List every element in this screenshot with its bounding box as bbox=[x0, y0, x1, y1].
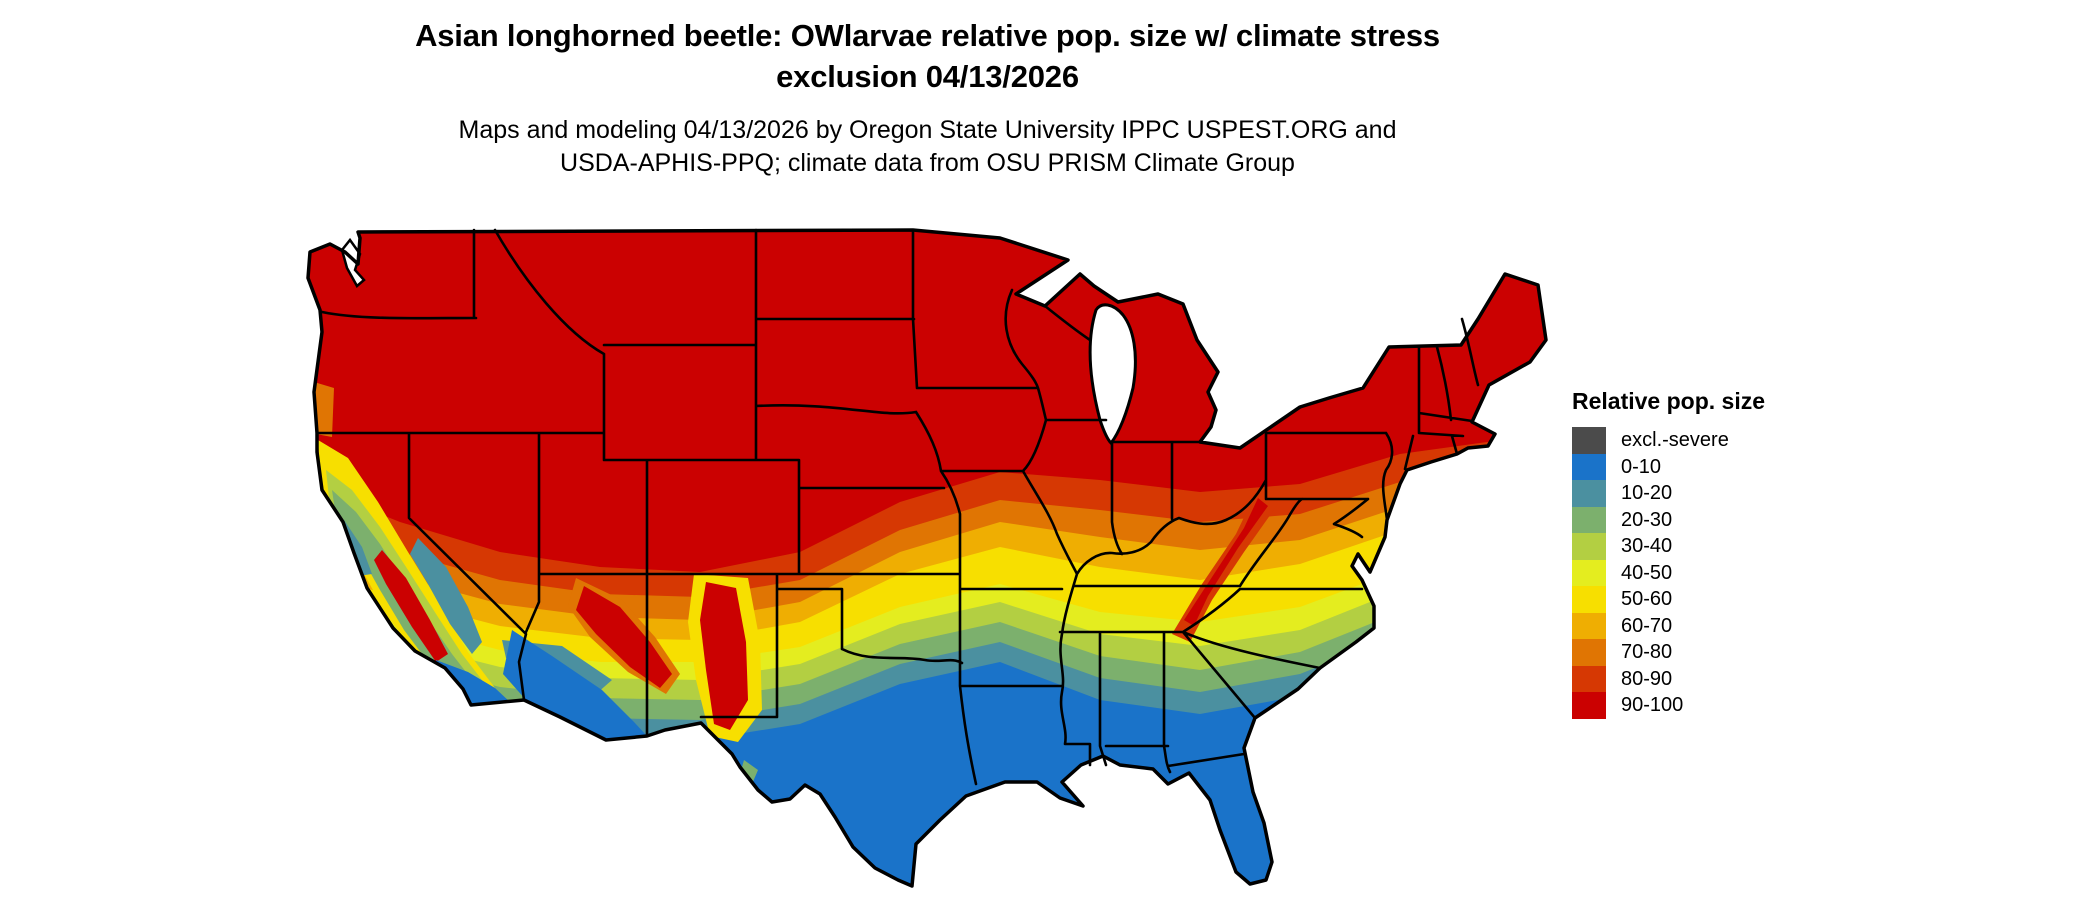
legend-swatch-20-30 bbox=[1572, 506, 1606, 533]
legend-row-excl-severe: excl.-severe bbox=[1572, 427, 1872, 454]
map-subtitle: Maps and modeling 04/13/2026 by Oregon S… bbox=[458, 115, 1397, 177]
us-map bbox=[306, 228, 1548, 888]
region-appalachian-red-core bbox=[1184, 498, 1268, 626]
legend-row-90-100: 90-100 bbox=[1572, 692, 1872, 719]
legend-swatch-40-50 bbox=[1572, 559, 1606, 586]
legend-label-70-80: 70-80 bbox=[1621, 641, 1673, 663]
legend-swatch-70-80 bbox=[1572, 639, 1606, 666]
region-davis-mountains-green bbox=[740, 760, 758, 784]
region-oregon-coast-strip bbox=[314, 382, 334, 437]
state-borders bbox=[315, 228, 1480, 786]
lake-michigan bbox=[1088, 303, 1137, 446]
legend-label-10-20: 10-20 bbox=[1621, 482, 1673, 504]
legend-swatch-90-100 bbox=[1572, 692, 1606, 719]
legend-entries: excl.-severe 0-10 10-20 20-30 30-40 40-50 50-6… bbox=[1572, 427, 1872, 719]
us-map-container bbox=[300, 222, 1560, 892]
legend-swatch-30-40 bbox=[1572, 533, 1606, 560]
legend-swatch-10-20 bbox=[1572, 480, 1606, 507]
legend-label-60-70: 60-70 bbox=[1621, 614, 1673, 637]
legend-row-30-40: 30-40 bbox=[1572, 533, 1872, 560]
legend-swatch-excl-severe bbox=[1572, 427, 1606, 454]
region-coast-range-teal bbox=[344, 520, 372, 576]
legend-row-0-10: 0-10 bbox=[1572, 453, 1872, 480]
legend-label-excl-severe: excl.-severe bbox=[1621, 429, 1729, 451]
legend-label-90-100: 90-100 bbox=[1621, 694, 1684, 716]
region-newmexico-red-spine bbox=[700, 582, 748, 730]
legend-row-70-80: 70-80 bbox=[1572, 639, 1872, 666]
legend-row-40-50: 40-50 bbox=[1572, 559, 1872, 586]
legend-swatch-80-90 bbox=[1572, 665, 1606, 692]
region-sierra-teal bbox=[410, 538, 482, 654]
legend-row-50-60: 50-60 bbox=[1572, 586, 1872, 613]
legend-swatch-60-70 bbox=[1572, 612, 1606, 639]
legend-row-10-20: 10-20 bbox=[1572, 480, 1872, 507]
legend-label-20-30: 20-30 bbox=[1621, 508, 1673, 531]
legend-swatch-50-60 bbox=[1572, 586, 1606, 613]
legend-label-80-90: 80-90 bbox=[1621, 667, 1673, 690]
legend-label-50-60: 50-60 bbox=[1621, 588, 1673, 610]
legend-label-40-50: 40-50 bbox=[1621, 561, 1673, 584]
legend-title: Relative pop. size bbox=[1572, 388, 1766, 414]
region-central-valley-red bbox=[374, 550, 448, 662]
header: Asian longhorned beetle: OWlarvae relati… bbox=[300, 16, 1555, 180]
legend-label-0-10: 0-10 bbox=[1621, 455, 1662, 478]
us-outline bbox=[306, 228, 1548, 888]
map-title: Asian longhorned beetle: OWlarvae relati… bbox=[415, 18, 1440, 94]
region-southwest-desert-blue bbox=[503, 630, 647, 740]
legend: Relative pop. size excl.-severe 0-10 10-20… bbox=[1572, 388, 1872, 719]
legend-row-20-30: 20-30 bbox=[1572, 506, 1872, 533]
legend-swatch-0-10 bbox=[1572, 453, 1606, 480]
legend-row-60-70: 60-70 bbox=[1572, 612, 1872, 639]
legend-label-30-40: 30-40 bbox=[1621, 535, 1673, 557]
legend-row-80-90: 80-90 bbox=[1572, 665, 1872, 692]
map-fill-layers bbox=[308, 230, 1546, 886]
